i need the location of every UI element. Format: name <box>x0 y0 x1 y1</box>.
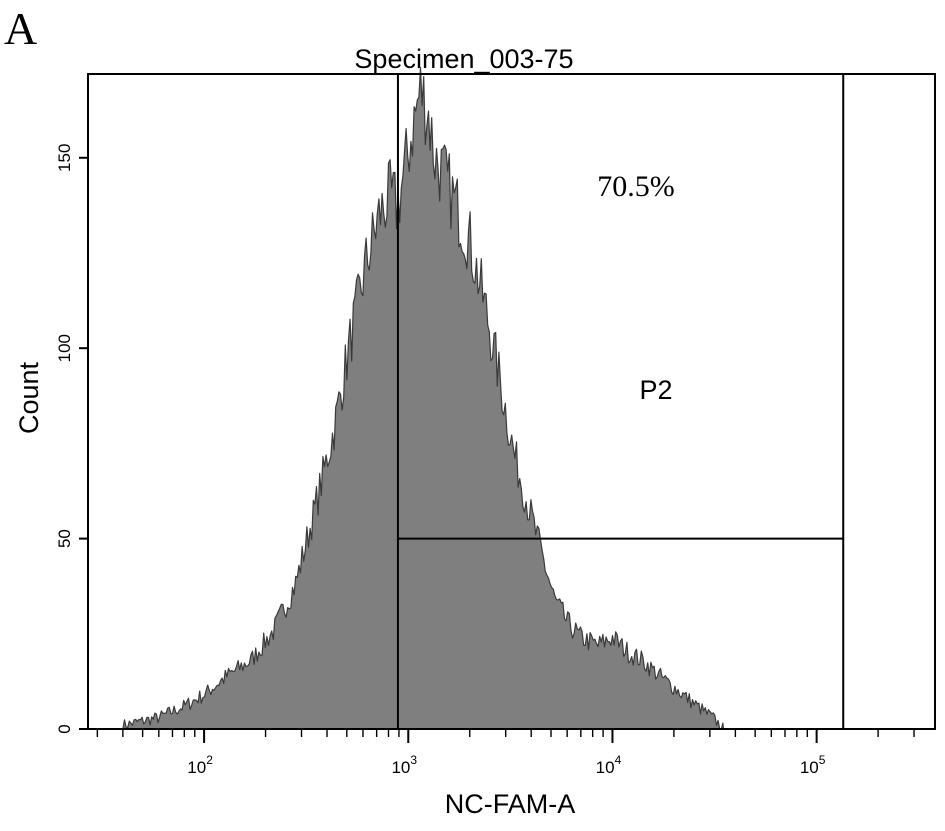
y-tick-label: 150 <box>55 144 74 172</box>
plot-frame <box>87 73 936 730</box>
x-axis-title: NC-FAM-A <box>445 789 576 819</box>
chart-title: Specimen_003-75 <box>354 44 573 74</box>
y-tick-label: 50 <box>55 529 74 548</box>
x-tick-label: 104 <box>596 753 622 777</box>
y-tick-label: 100 <box>55 334 74 362</box>
histogram-area <box>122 67 725 730</box>
plot-area: 70.5% P2 0 50 100 150 102 103 104 105 <box>55 67 936 777</box>
y-axis-title: Count <box>14 361 44 434</box>
gate-name-label: P2 <box>639 375 672 405</box>
x-tick-label: 103 <box>391 753 417 777</box>
panel-label: A <box>4 3 38 54</box>
x-tick-label: 102 <box>187 753 213 777</box>
gate-percent-label: 70.5% <box>597 170 675 203</box>
y-tick-label: 0 <box>55 724 74 733</box>
x-tick-label: 105 <box>800 753 826 777</box>
